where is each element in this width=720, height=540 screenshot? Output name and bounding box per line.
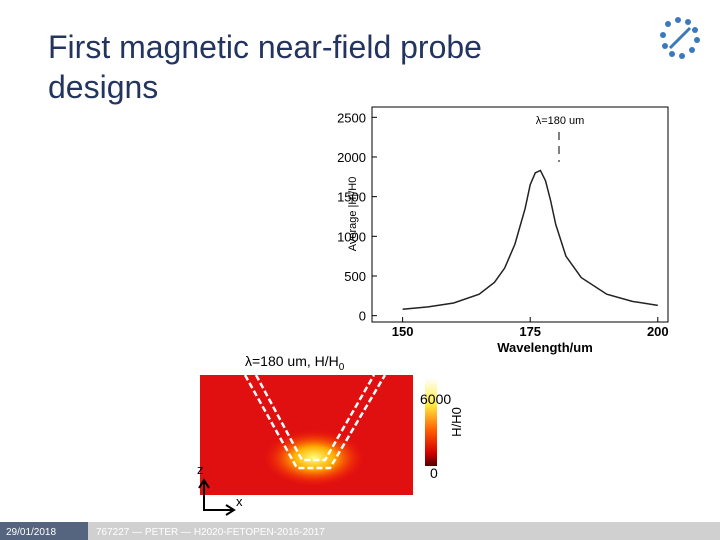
x-axis-label: Wavelength/um: [497, 340, 593, 355]
y-tick-label: 1000: [337, 229, 366, 244]
colorbar-max: 6000: [420, 391, 451, 407]
x-tick-label: 200: [647, 324, 669, 339]
slide-title: First magnetic near-field probe: [48, 29, 482, 65]
y-tick-label: 0: [359, 309, 366, 324]
plot-frame: [371, 106, 669, 323]
field-map-heading: λ=180 um, H/H0: [245, 353, 345, 373]
probe-outline: [243, 374, 387, 470]
axis-x-label: x: [236, 494, 243, 509]
field-hotspot: [264, 430, 364, 486]
data-line: [402, 169, 658, 311]
x-tick-label: 150: [392, 324, 414, 339]
footer-date-box: [0, 522, 88, 540]
annotation: λ=180 um: [536, 115, 585, 127]
heading-subscript: 0: [339, 362, 345, 373]
axis-z-label: z: [197, 462, 204, 477]
y-axis-label: Average |H|/H0: [347, 177, 359, 252]
slide-title: designs: [48, 69, 158, 105]
colorbar-label: H/H0: [449, 407, 464, 437]
colorbar: [425, 378, 437, 466]
y-tick-label: 2000: [337, 150, 366, 165]
y-tick-label: 500: [344, 269, 366, 284]
footer-date: 29/01/2018: [6, 527, 56, 538]
footer-text: 767227 — PETER — H2020-FETOPEN-2016-2017: [96, 527, 325, 538]
footer-bar: [0, 522, 720, 540]
y-tick-label: 1500: [337, 190, 366, 205]
heading-text: λ=180 um, H/H: [245, 353, 339, 369]
x-tick-label: 175: [519, 324, 541, 339]
axis-arrows: [198, 478, 236, 516]
y-tick-label: 2500: [337, 110, 366, 125]
logo: [660, 17, 700, 59]
field-map: λ=180 um, H/H0 6000 0 H/H0 z x: [197, 353, 464, 516]
colorbar-min: 0: [430, 465, 438, 481]
